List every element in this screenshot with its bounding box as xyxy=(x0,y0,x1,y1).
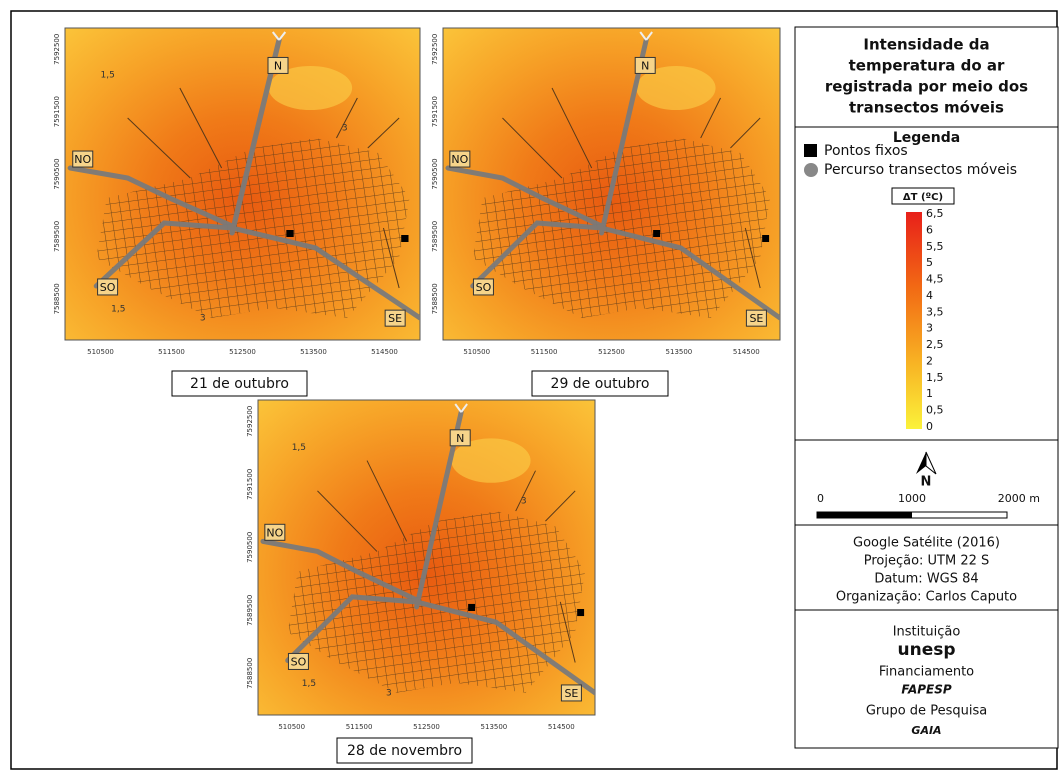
x-tick-label: 512500 xyxy=(229,348,256,356)
direction-label: NO xyxy=(74,153,91,166)
institution-line: GAIA xyxy=(911,724,941,737)
fixed-point-symbol xyxy=(804,144,817,157)
isoline-label: 1,5 xyxy=(292,443,306,453)
direction-label: NO xyxy=(266,526,283,539)
institution-line: unesp xyxy=(897,640,955,660)
isoline-label: 1,5 xyxy=(101,70,115,80)
direction-label: N xyxy=(274,59,282,72)
scale-label: 4,5 xyxy=(926,273,944,286)
legend-title: temperatura do ar xyxy=(849,57,1005,75)
y-tick-label: 7588500 xyxy=(246,658,254,689)
legend-title: transectos móveis xyxy=(849,99,1004,117)
y-tick-label: 7588500 xyxy=(431,283,439,314)
credit-line: Datum: WGS 84 xyxy=(874,572,978,587)
y-tick-label: 7591500 xyxy=(431,96,439,127)
x-tick-label: 513500 xyxy=(481,723,508,731)
y-tick-label: 7591500 xyxy=(53,96,61,127)
institution-line: Grupo de Pesquisa xyxy=(866,704,987,719)
scale-label: 6,5 xyxy=(926,207,944,220)
legend-item: Percurso transectos móveis xyxy=(824,162,1017,178)
institution-line: Instituição xyxy=(893,625,961,640)
direction-label: SO xyxy=(100,281,116,294)
isoline-label: 3 xyxy=(386,688,392,698)
y-tick-label: 7591500 xyxy=(246,469,254,500)
direction-label: N xyxy=(641,59,649,72)
legend-item: Pontos fixos xyxy=(824,143,908,159)
y-tick-label: 7592500 xyxy=(53,34,61,65)
y-tick-label: 7589500 xyxy=(246,595,254,626)
scale-label: 5 xyxy=(926,256,933,269)
color-ramp xyxy=(906,212,922,429)
y-tick-label: 7588500 xyxy=(53,283,61,314)
x-tick-label: 513500 xyxy=(666,348,693,356)
isoline-label: 3 xyxy=(342,123,348,133)
scale-label: 2 xyxy=(926,354,933,367)
direction-label: SE xyxy=(749,312,763,325)
map-caption: 29 de outubro xyxy=(551,376,650,392)
direction-label: SE xyxy=(388,312,402,325)
y-tick-label: 7592500 xyxy=(246,406,254,437)
scale-label: 0,5 xyxy=(926,404,944,417)
scale-label: 1,5 xyxy=(926,371,944,384)
direction-label: NO xyxy=(451,153,468,166)
isoline-label: 1,5 xyxy=(111,304,125,314)
scale-title: ΔT (ºC) xyxy=(903,192,943,203)
isoline-label: 3 xyxy=(200,314,206,324)
scale-label: 0 xyxy=(926,420,933,433)
x-tick-label: 511500 xyxy=(531,348,558,356)
x-tick-label: 513500 xyxy=(300,348,327,356)
y-tick-label: 7589500 xyxy=(53,221,61,252)
x-tick-label: 510500 xyxy=(463,348,490,356)
direction-label: SE xyxy=(564,687,578,700)
x-tick-label: 514500 xyxy=(371,348,398,356)
institution-line: Financiamento xyxy=(879,665,974,680)
y-tick-label: 7589500 xyxy=(431,221,439,252)
direction-label: SO xyxy=(476,281,492,294)
legend-title: Intensidade da xyxy=(863,36,989,54)
x-tick-label: 512500 xyxy=(413,723,440,731)
map-caption: 21 de outubro xyxy=(190,376,289,392)
scalebar-label: 0 xyxy=(817,492,824,505)
x-tick-label: 510500 xyxy=(87,348,114,356)
x-tick-label: 514500 xyxy=(733,348,760,356)
isoline-label: 3 xyxy=(521,496,527,506)
direction-label: SO xyxy=(291,655,307,668)
x-tick-label: 511500 xyxy=(346,723,373,731)
north-label: N xyxy=(921,475,932,490)
credit-line: Google Satélite (2016) xyxy=(853,536,1000,551)
scale-label: 1 xyxy=(926,387,933,400)
scale-label: 4 xyxy=(926,289,933,302)
map-caption: 28 de novembro xyxy=(347,743,462,759)
x-tick-label: 512500 xyxy=(598,348,625,356)
legend-title: registrada por meio dos xyxy=(825,78,1028,96)
y-tick-label: 7590500 xyxy=(431,158,439,189)
x-tick-label: 514500 xyxy=(548,723,575,731)
scale-label: 3 xyxy=(926,322,933,335)
y-tick-label: 7592500 xyxy=(431,34,439,65)
scale-label: 3,5 xyxy=(926,305,944,318)
route-symbol xyxy=(804,163,818,177)
x-tick-label: 511500 xyxy=(158,348,185,356)
isoline-label: 1,5 xyxy=(302,679,316,689)
direction-label: N xyxy=(456,432,464,445)
scalebar-label: 2000 m xyxy=(998,492,1040,505)
scalebar-label: 1000 xyxy=(898,492,926,505)
y-tick-label: 7590500 xyxy=(53,158,61,189)
y-tick-label: 7590500 xyxy=(246,532,254,563)
institution-line: FAPESP xyxy=(901,683,952,697)
scale-label: 6 xyxy=(926,223,933,236)
credit-line: Projeção: UTM 22 S xyxy=(864,554,990,569)
scale-label: 5,5 xyxy=(926,240,944,253)
credit-line: Organização: Carlos Caputo xyxy=(836,590,1017,605)
x-tick-label: 510500 xyxy=(278,723,305,731)
figure: 510500 511500 512500 513500 514500 7592500 759… xyxy=(0,0,1063,771)
scale-label: 2,5 xyxy=(926,338,944,351)
scalebar-black xyxy=(817,512,912,518)
